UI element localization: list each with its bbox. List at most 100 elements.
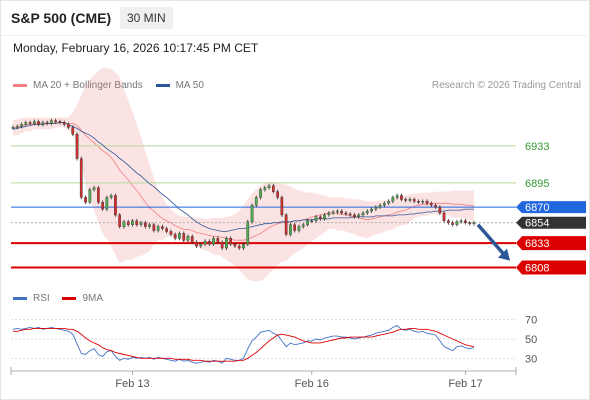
candle xyxy=(186,234,190,243)
candle-body xyxy=(11,127,15,129)
legend-rsi-ma: 9MA xyxy=(62,293,103,304)
ma50-line xyxy=(12,122,474,232)
candle-body xyxy=(361,212,365,216)
candle xyxy=(33,119,36,126)
candle xyxy=(250,203,254,224)
candle-body xyxy=(263,187,267,190)
candle-body xyxy=(28,122,32,124)
level-label-6808: 6808 xyxy=(525,262,549,274)
candle-body xyxy=(293,224,296,231)
candle-body xyxy=(24,122,28,125)
candle-body xyxy=(272,185,275,192)
candle-body xyxy=(421,201,425,203)
candle-body xyxy=(289,224,292,235)
candle-body xyxy=(131,220,134,225)
candle-body xyxy=(143,222,147,227)
candle-body xyxy=(50,120,53,124)
candle xyxy=(11,125,15,130)
candle xyxy=(284,213,288,237)
candle-body xyxy=(429,203,433,206)
candle xyxy=(242,242,245,250)
candle-body xyxy=(284,214,288,235)
candle xyxy=(306,218,309,227)
candle xyxy=(212,236,215,247)
candle-body xyxy=(464,220,467,223)
rsi-tick-label: 70 xyxy=(525,315,537,327)
candle xyxy=(79,156,83,200)
interval-button[interactable]: 30 MIN xyxy=(120,7,173,29)
candle-body xyxy=(438,206,442,214)
candle xyxy=(319,214,322,221)
candle xyxy=(28,120,32,126)
candle xyxy=(41,120,45,127)
candle-body xyxy=(182,233,186,241)
level-label-6854: 6854 xyxy=(525,218,549,230)
candle-body xyxy=(237,245,241,249)
level-tag-6808 xyxy=(516,260,586,275)
candle xyxy=(225,236,228,250)
candle xyxy=(15,124,19,130)
candle xyxy=(434,203,437,210)
candle-body xyxy=(472,222,476,224)
candle-body xyxy=(447,220,450,223)
candle-body xyxy=(412,199,416,202)
header-bar xyxy=(1,1,589,36)
candle-body xyxy=(378,204,382,208)
candle-body xyxy=(383,203,386,206)
candle xyxy=(84,195,87,205)
candle-body xyxy=(246,221,250,245)
candle xyxy=(412,197,416,204)
candle xyxy=(203,239,207,247)
candle-body xyxy=(400,195,403,200)
candle-body xyxy=(348,213,352,216)
candle xyxy=(459,218,463,224)
candle-body xyxy=(306,220,309,225)
candle xyxy=(75,132,79,161)
candle-body xyxy=(71,127,75,135)
candle xyxy=(447,218,450,225)
candle-body xyxy=(160,226,164,229)
candle-body xyxy=(75,133,79,159)
candle xyxy=(45,120,49,126)
candle-body xyxy=(33,121,36,124)
candle-body xyxy=(186,236,190,241)
candle xyxy=(139,220,143,227)
candle xyxy=(122,219,126,229)
candle xyxy=(254,195,258,208)
candle xyxy=(442,211,446,223)
ma50-swatch xyxy=(155,83,170,87)
rsi-label: RSI xyxy=(33,293,50,304)
rsi-tick-label: 30 xyxy=(525,353,537,365)
candle-body xyxy=(340,210,343,214)
candle-body xyxy=(62,122,66,125)
level-label-6895: 6895 xyxy=(525,178,549,190)
bollinger-label: MA 20 + Bollinger Bands xyxy=(33,80,143,91)
candle-body xyxy=(216,238,220,243)
candle-body xyxy=(250,204,254,222)
candle-body xyxy=(301,224,305,227)
candle xyxy=(156,224,160,233)
candle-body xyxy=(327,212,331,216)
price-legend: MA 20 + Bollinger Bands MA 50 xyxy=(13,80,214,91)
rsi-tick-label: 50 xyxy=(525,334,537,346)
candle-body xyxy=(468,222,472,224)
candle xyxy=(182,231,186,243)
candle xyxy=(340,209,343,215)
bollinger-swatch xyxy=(13,83,27,87)
candle xyxy=(331,210,335,215)
candle xyxy=(216,236,220,245)
candle xyxy=(336,209,339,214)
candle-body xyxy=(374,206,378,210)
candle-body xyxy=(267,185,271,188)
candle xyxy=(62,120,66,127)
candle xyxy=(344,211,348,216)
level-tag-6870 xyxy=(516,201,586,214)
candle-body xyxy=(79,158,83,198)
candle xyxy=(387,199,390,206)
candle-body xyxy=(451,222,454,225)
candle-body xyxy=(41,122,45,125)
level-label-6833: 6833 xyxy=(525,238,549,250)
candle-body xyxy=(404,199,407,201)
rsi-ma-label: 9MA xyxy=(82,293,104,304)
candle-body xyxy=(190,236,194,243)
